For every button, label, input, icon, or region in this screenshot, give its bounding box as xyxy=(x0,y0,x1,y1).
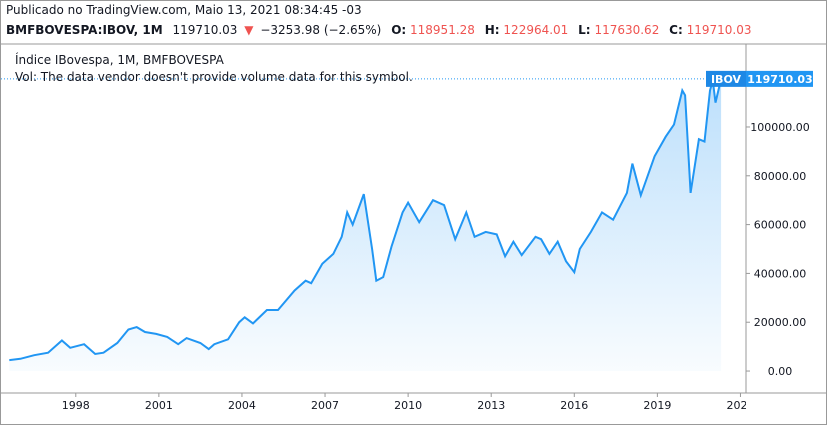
high: 122964.01 xyxy=(503,23,568,37)
symbol-tag-label: IBOV xyxy=(711,73,742,86)
close-label: C: xyxy=(669,23,683,37)
x-tick-label: 2001 xyxy=(145,399,173,412)
y-tick-label: 0.00 xyxy=(768,365,793,378)
chart-title: Índice IBovespa, 1M, BMFBOVESPA xyxy=(15,52,225,67)
y-tick-label: 80000.00 xyxy=(754,170,807,183)
x-tick-label: 2004 xyxy=(228,399,256,412)
x-tick-label: 2010 xyxy=(394,399,422,412)
x-tick-label: 1998 xyxy=(62,399,90,412)
last-price-tag xyxy=(746,70,813,87)
y-tick-label: 60000.00 xyxy=(754,219,807,232)
open: 118951.28 xyxy=(410,23,475,37)
price-axis: 0.00 20000.00 40000.00 60000.00 80000.00 1000… xyxy=(746,121,810,378)
x-tick-label: 2013 xyxy=(477,399,505,412)
chart-subtitle: Vol: The data vendor doesn't provide vol… xyxy=(15,70,413,84)
low-label: L: xyxy=(578,23,590,37)
symbol-tag xyxy=(706,70,746,87)
change: −3253.98 (−2.65%) xyxy=(260,23,381,37)
last-price-label: 119710.03 xyxy=(747,73,812,86)
x-tick-label: 2016 xyxy=(560,399,588,412)
y-tick-label: 100000.00 xyxy=(750,121,810,134)
published: Publicado no TradingView.com, Maio 13, 2… xyxy=(6,3,362,17)
legend-line: BMFBOVESPA:IBOV, 1M 119710.03 ▼ −3253.98… xyxy=(6,23,752,37)
plot-area: 1998 2001 2004 2007 2010 2013 2016 2019 2022 xyxy=(1,78,754,412)
low: 117630.62 xyxy=(594,23,659,37)
x-tick-label: 2019 xyxy=(643,399,671,412)
price-line xyxy=(9,78,723,362)
y-tick-label: 40000.00 xyxy=(754,267,807,280)
price-axis-panel xyxy=(746,44,826,424)
open-label: O: xyxy=(391,23,406,37)
y-tick-label: 20000.00 xyxy=(754,316,807,329)
x-tick-label: 2007 xyxy=(311,399,339,412)
arrow: ▼ xyxy=(244,23,254,37)
high-label: H: xyxy=(485,23,500,37)
last: 119710.03 xyxy=(173,23,238,37)
close: 119710.03 xyxy=(687,23,752,37)
symbol: BMFBOVESPA:IBOV, 1M xyxy=(6,23,163,37)
area-fill xyxy=(9,78,722,372)
